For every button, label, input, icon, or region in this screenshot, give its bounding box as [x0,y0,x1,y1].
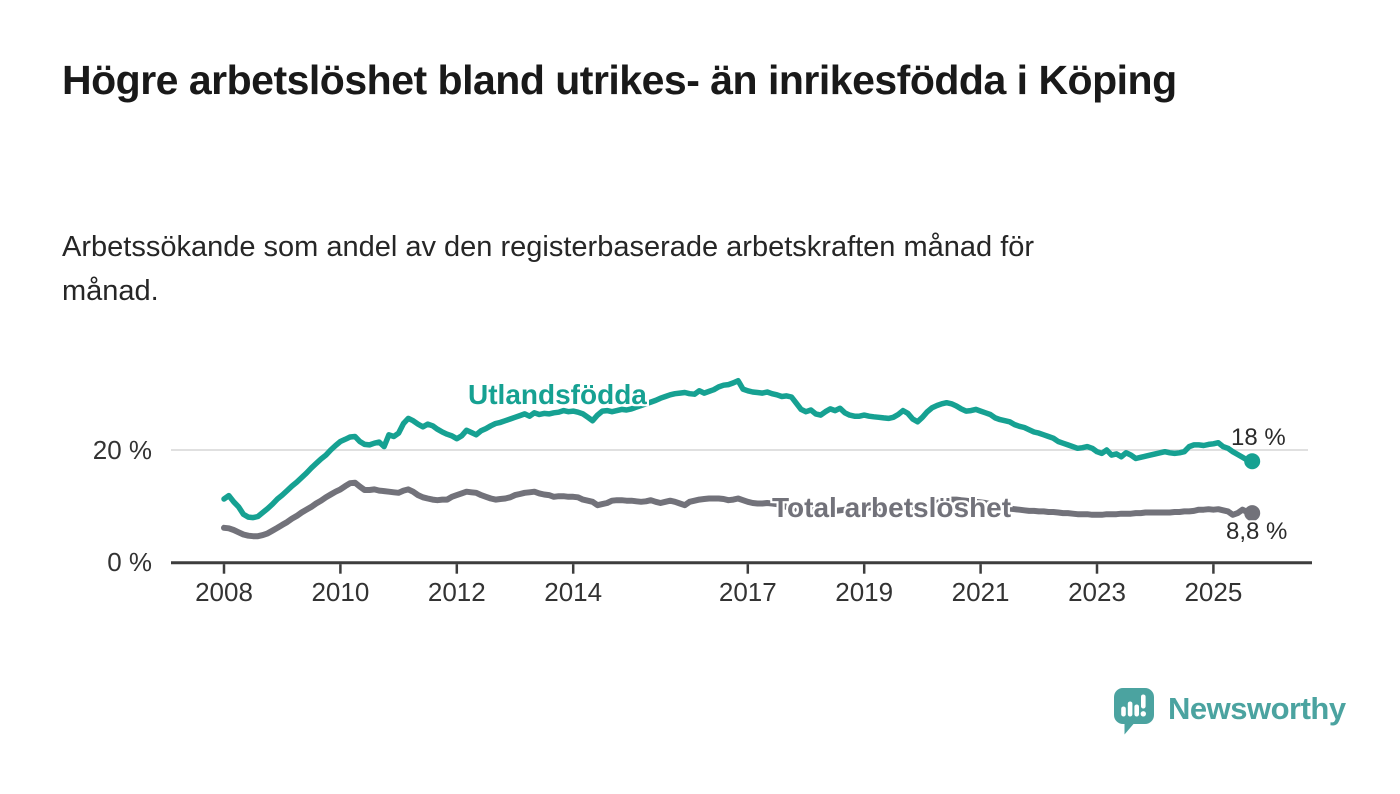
x-tick-label-2008: 2008 [195,577,253,607]
chart-subtitle: Arbetssökande som andel av den registerb… [62,231,1035,307]
x-tick-label-2023: 2023 [1068,577,1126,607]
series-line-total [221,479,1256,540]
end-value-label-utlandsfodda: 18 % [1231,424,1286,451]
y-tick-label-20: 20 % [92,435,152,465]
x-tick-label-2010: 2010 [311,577,370,607]
series-label-total-arbetsloshet: Total arbetslöshet [772,492,1012,523]
page-title: Högre arbetslöshet bland utrikes- än inr… [62,57,1177,103]
x-tick-label-2012: 2012 [427,577,486,607]
x-tick-label-2025: 2025 [1184,577,1243,607]
series-end-dot-total [1244,505,1261,522]
x-tick-label-2021: 2021 [951,577,1010,607]
x-tick-label-2017: 2017 [718,577,777,607]
series-line-utlandsfodda [221,377,1255,521]
newsworthy-speech-bubble-chart-icon [1114,688,1154,735]
series-end-dot-utlandsfodda [1244,453,1261,470]
x-tick-label-2014: 2014 [544,577,603,607]
y-tick-label-0: 0 % [107,547,152,577]
newsworthy-logo: Newsworthy [1114,688,1346,736]
x-tick-label-2019: 2019 [835,577,894,607]
series-label-utlandsfodda: Utlandsfödda [468,379,647,410]
newsworthy-wordmark: Newsworthy [1168,691,1346,726]
end-value-label-total: 8,8 % [1226,518,1288,545]
